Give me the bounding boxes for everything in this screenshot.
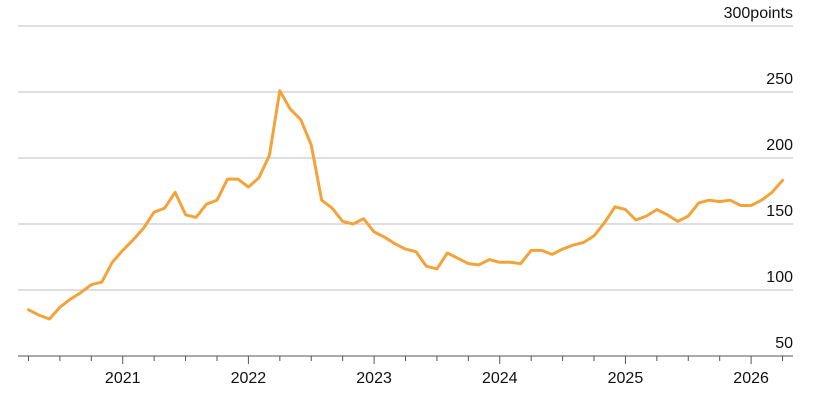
y-tick-label: 300points (724, 5, 793, 22)
x-tick-label: 2023 (356, 370, 392, 387)
y-tick-label: 200 (766, 137, 793, 154)
y-tick-label: 150 (766, 203, 793, 220)
x-tick-labels: 2021 2022 2023 2024 2025 2026 (105, 370, 769, 387)
gridlines (18, 25, 793, 357)
x-axis (27, 356, 784, 364)
x-tick-label: 2026 (733, 370, 769, 387)
x-tick-label: 2025 (608, 370, 644, 387)
y-tick-label: 250 (766, 71, 793, 88)
series-line (27, 89, 784, 321)
y-tick-labels: 50 100 150 200 250 300points (724, 5, 793, 352)
x-tick-label: 2021 (105, 370, 141, 387)
y-tick-label: 100 (766, 269, 793, 286)
series-layer (27, 89, 784, 321)
x-tick-label: 2024 (482, 370, 518, 387)
y-tick-label: 50 (775, 335, 793, 352)
x-tick-label: 2022 (231, 370, 267, 387)
